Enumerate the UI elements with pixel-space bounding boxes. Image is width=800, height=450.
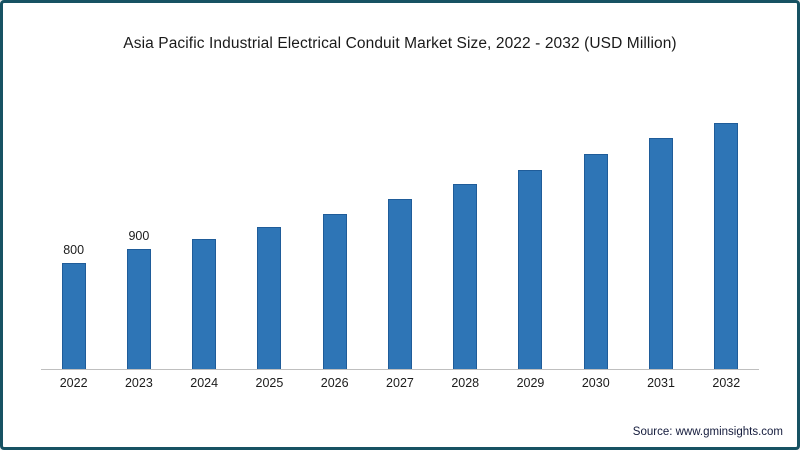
bar-column-2026 bbox=[302, 194, 367, 369]
plot-area: 800 900 bbox=[41, 69, 759, 370]
x-tick-column-2031: 2031 bbox=[628, 376, 693, 390]
x-tick-2027: 2027 bbox=[386, 376, 414, 390]
x-tick-2028: 2028 bbox=[451, 376, 480, 390]
bar-column-2028 bbox=[433, 164, 498, 369]
x-tick-2031: 2031 bbox=[647, 376, 675, 390]
x-tick-2032: 2032 bbox=[712, 376, 741, 390]
x-tick-column-2029: 2029 bbox=[498, 376, 563, 390]
bar-column-2022: 800 bbox=[41, 243, 106, 369]
source-attribution: Source: www.gminsights.com bbox=[632, 426, 783, 438]
bar-column-2029 bbox=[498, 150, 563, 369]
bar-column-2030 bbox=[563, 134, 628, 369]
x-tick-column-2022: 2022 bbox=[41, 376, 106, 390]
x-tick-2030: 2030 bbox=[581, 376, 610, 390]
bar-column-2032 bbox=[694, 103, 759, 369]
bar-2032 bbox=[714, 123, 739, 369]
bar-column-2027 bbox=[367, 179, 432, 369]
bar-2031 bbox=[649, 138, 674, 369]
x-tick-column-2026: 2026 bbox=[302, 376, 367, 390]
bar-2023 bbox=[126, 249, 151, 369]
x-axis-labels: 2022 2023 2024 2025 2026 2027 2028 2029 2030 2031… bbox=[41, 370, 759, 396]
x-tick-2029: 2029 bbox=[516, 376, 545, 390]
bar-column-2024 bbox=[172, 219, 237, 369]
x-tick-column-2032: 2032 bbox=[694, 376, 759, 390]
bar-column-2023: 900 bbox=[106, 229, 171, 369]
chart-title: Asia Pacific Industrial Electrical Condu… bbox=[123, 35, 677, 52]
x-tick-2022: 2022 bbox=[59, 376, 88, 390]
x-tick-2023: 2023 bbox=[124, 376, 153, 390]
x-tick-column-2024: 2024 bbox=[172, 376, 237, 390]
bar-2029 bbox=[518, 170, 543, 369]
x-tick-column-2023: 2023 bbox=[106, 376, 171, 390]
bar-2022 bbox=[61, 263, 86, 369]
x-tick-column-2030: 2030 bbox=[563, 376, 628, 390]
bar-column-2025 bbox=[237, 207, 302, 369]
bar-2026 bbox=[322, 214, 347, 369]
bar-2027 bbox=[387, 199, 412, 369]
x-tick-column-2025: 2025 bbox=[237, 376, 302, 390]
bar-2024 bbox=[192, 239, 217, 369]
bar-value-label-2022: 800 bbox=[63, 243, 85, 257]
x-tick-2024: 2024 bbox=[190, 376, 219, 390]
x-tick-2025: 2025 bbox=[255, 376, 284, 390]
x-tick-column-2028: 2028 bbox=[433, 376, 498, 390]
bar-2028 bbox=[453, 184, 478, 369]
bar-value-label-2023: 900 bbox=[128, 229, 150, 243]
bar-column-2031 bbox=[628, 118, 693, 369]
bar-2025 bbox=[257, 227, 282, 369]
bar-chart: 800 900 2022 2023 2024 2025 2026 2027 2028 2029 2… bbox=[41, 69, 759, 396]
x-tick-2026: 2026 bbox=[320, 376, 349, 390]
bar-2030 bbox=[583, 154, 608, 369]
x-tick-column-2027: 2027 bbox=[367, 376, 432, 390]
